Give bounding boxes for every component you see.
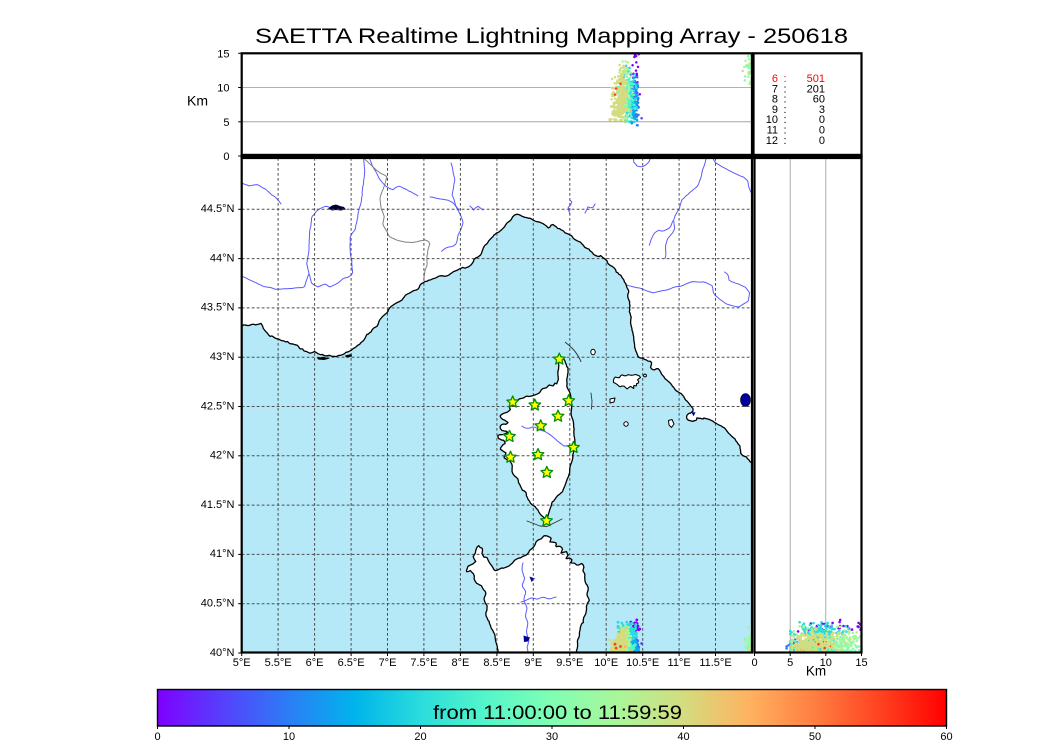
svg-text:6: 6 (772, 73, 778, 85)
svg-text::: : (784, 125, 787, 137)
svg-text:40.5°N: 40.5°N (201, 598, 235, 610)
svg-text:501: 501 (807, 73, 825, 85)
svg-text::: : (784, 104, 787, 116)
svg-text:8: 8 (772, 94, 778, 106)
svg-text::: : (784, 135, 787, 147)
svg-text:10: 10 (283, 731, 295, 743)
svg-text:11.5°E: 11.5°E (699, 657, 731, 669)
svg-text:10: 10 (766, 114, 778, 126)
svg-text:from 11:00:00 to 11:59:59: from 11:00:00 to 11:59:59 (433, 702, 682, 724)
svg-text:30: 30 (546, 731, 558, 743)
svg-text::: : (784, 94, 787, 106)
svg-text::: : (784, 73, 787, 85)
svg-text:42.5°N: 42.5°N (201, 400, 235, 412)
svg-text:201: 201 (807, 83, 825, 95)
svg-text:9.5°E: 9.5°E (556, 657, 583, 669)
svg-text:15: 15 (217, 48, 229, 60)
svg-text:50: 50 (809, 731, 821, 743)
svg-text:5°E: 5°E (233, 657, 251, 669)
svg-text:44°N: 44°N (210, 252, 235, 264)
svg-text:10: 10 (820, 657, 832, 669)
svg-text:3: 3 (819, 104, 825, 116)
svg-text:0: 0 (223, 151, 229, 163)
svg-text:7.5°E: 7.5°E (410, 657, 437, 669)
svg-text::: : (784, 83, 787, 95)
svg-text:6.5°E: 6.5°E (338, 657, 365, 669)
svg-text:5: 5 (787, 657, 793, 669)
svg-text:15: 15 (855, 657, 867, 669)
svg-text:7°E: 7°E (379, 657, 397, 669)
svg-text:0: 0 (819, 114, 825, 126)
svg-text:12: 12 (766, 135, 778, 147)
svg-text::: : (784, 114, 787, 126)
svg-text:60: 60 (940, 731, 952, 743)
svg-text:40°N: 40°N (210, 647, 235, 659)
svg-text:43°N: 43°N (210, 351, 235, 363)
svg-text:42°N: 42°N (210, 450, 235, 462)
svg-text:8°E: 8°E (451, 657, 469, 669)
svg-text:10°E: 10°E (594, 657, 618, 669)
svg-text:7: 7 (772, 83, 778, 95)
svg-text:11: 11 (767, 125, 778, 137)
svg-text:41.5°N: 41.5°N (201, 499, 235, 511)
svg-text:8.5°E: 8.5°E (483, 657, 510, 669)
svg-text:5: 5 (223, 117, 229, 129)
svg-text:Km: Km (806, 664, 826, 679)
svg-text:5.5°E: 5.5°E (265, 657, 292, 669)
svg-text:60: 60 (813, 94, 825, 106)
svg-text:11°E: 11°E (668, 657, 691, 669)
svg-text:44.5°N: 44.5°N (201, 203, 235, 215)
svg-text:0: 0 (819, 125, 825, 137)
svg-text:41°N: 41°N (210, 548, 235, 560)
svg-text:9°E: 9°E (524, 657, 542, 669)
svg-text:6°E: 6°E (306, 657, 324, 669)
svg-text:43.5°N: 43.5°N (201, 302, 235, 314)
svg-text:SAETTA Realtime Lightning Mapp: SAETTA Realtime Lightning Mapping Array … (255, 25, 848, 48)
svg-text:40: 40 (677, 731, 689, 743)
svg-text:Km: Km (187, 93, 208, 109)
svg-text:0: 0 (154, 731, 160, 743)
svg-text:0: 0 (819, 135, 825, 147)
svg-text:0: 0 (751, 657, 757, 669)
svg-text:9: 9 (772, 104, 778, 116)
svg-text:10.5°E: 10.5°E (626, 657, 659, 669)
svg-text:20: 20 (414, 731, 426, 743)
svg-text:10: 10 (217, 83, 229, 95)
